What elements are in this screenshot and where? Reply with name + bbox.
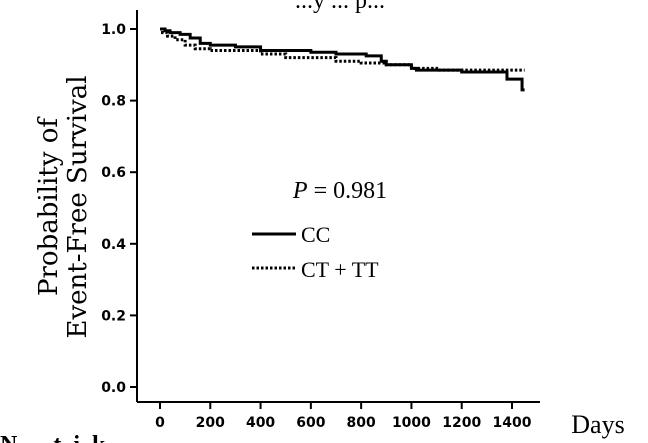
series-line-cc [160, 27, 525, 92]
x-tick-label: 800 [347, 415, 376, 431]
y-axis-title-line1: Probability of [34, 116, 64, 296]
p-value-annotation: P = 0.981 [292, 178, 387, 204]
chart-title: ...y ... p... [295, 0, 385, 14]
y-tick-label: 1.0 [101, 22, 126, 38]
x-tick-label: 1400 [493, 415, 532, 431]
y-tick-label: 0.0 [101, 380, 126, 396]
y-axis-title-line2: Event-Free Survival [63, 75, 93, 338]
x-axis-title: Days [571, 410, 624, 439]
y-tick-label: 0.4 [101, 237, 126, 253]
x-tick-label: 1000 [392, 415, 431, 431]
y-axis-ticks: 0.0 0.2 0.4 0.6 0.8 1.0 [101, 22, 137, 396]
x-tick-label: 0 [155, 415, 165, 431]
x-axis-ticks: 0 200 400 600 800 1000 1200 1400 [155, 402, 532, 431]
legend-label-ct-tt: CT + TT [301, 257, 379, 282]
series-line-ct-tt [160, 27, 525, 72]
x-tick-label: 400 [246, 415, 275, 431]
p-value-text: = 0.981 [308, 178, 388, 204]
y-tick-label: 0.2 [101, 308, 126, 324]
series-layer [160, 27, 525, 92]
x-tick-label: 1200 [442, 415, 481, 431]
x-tick-label: 600 [296, 415, 325, 431]
y-tick-label: 0.8 [101, 94, 126, 110]
p-symbol: P [292, 178, 308, 204]
legend: CC CT + TT [252, 222, 379, 282]
bottom-left-caption: N... ..t..i..k [0, 432, 106, 443]
legend-label-cc: CC [301, 222, 330, 247]
x-tick-label: 200 [196, 415, 225, 431]
y-tick-label: 0.6 [101, 165, 126, 181]
